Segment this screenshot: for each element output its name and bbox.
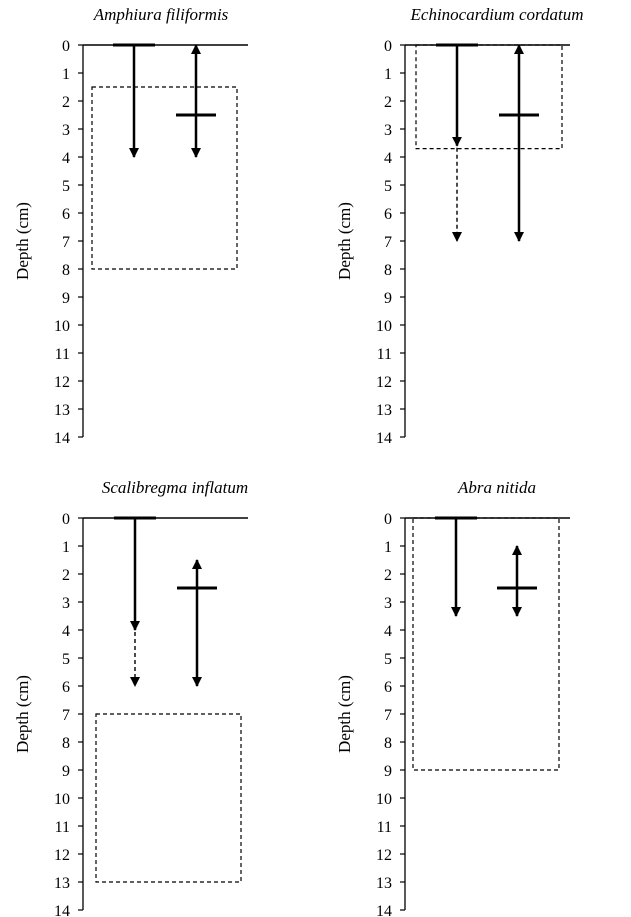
panel-title: Abra nitida <box>457 478 536 497</box>
panel-title: Echinocardium cordatum <box>410 5 584 24</box>
y-tick-label: 6 <box>384 679 392 696</box>
dashed-box <box>415 44 563 150</box>
y-tick-label: 10 <box>376 791 392 808</box>
y-tick-label: 2 <box>384 94 392 111</box>
y-tick-label: 13 <box>376 875 392 892</box>
y-axis-title: Depth (cm) <box>335 202 354 280</box>
y-tick-label: 4 <box>384 623 392 640</box>
y-tick-label: 9 <box>62 290 70 307</box>
y-tick-label: 9 <box>384 290 392 307</box>
y-tick-label: 3 <box>62 595 70 612</box>
y-tick-label: 11 <box>377 819 392 836</box>
y-tick-label: 2 <box>384 567 392 584</box>
y-tick-label: 3 <box>384 122 392 139</box>
y-tick-label: 9 <box>384 763 392 780</box>
y-tick-label: 6 <box>384 206 392 223</box>
y-tick-label: 5 <box>384 178 392 195</box>
y-tick-label: 12 <box>54 847 70 864</box>
y-tick-label: 4 <box>62 150 70 167</box>
y-tick-label: 11 <box>377 346 392 363</box>
y-tick-label: 10 <box>54 318 70 335</box>
y-axis-title: Depth (cm) <box>335 675 354 753</box>
y-tick-label: 4 <box>62 623 70 640</box>
y-tick-label: 10 <box>376 318 392 335</box>
y-tick-label: 2 <box>62 567 70 584</box>
y-tick-label: 5 <box>62 178 70 195</box>
y-tick-label: 6 <box>62 206 70 223</box>
y-tick-label: 1 <box>62 539 70 556</box>
y-tick-label: 7 <box>384 234 392 251</box>
y-tick-label: 14 <box>376 903 392 917</box>
dashed-box <box>412 517 560 771</box>
y-tick-label: 0 <box>384 511 392 528</box>
y-tick-label: 8 <box>62 262 70 279</box>
y-tick-label: 8 <box>62 735 70 752</box>
y-tick-label: 9 <box>62 763 70 780</box>
y-tick-label: 14 <box>376 430 392 447</box>
y-tick-label: 2 <box>62 94 70 111</box>
y-tick-label: 0 <box>62 511 70 528</box>
y-tick-label: 4 <box>384 150 392 167</box>
y-axis-title: Depth (cm) <box>13 675 32 753</box>
y-tick-label: 11 <box>55 819 70 836</box>
y-tick-label: 12 <box>54 374 70 391</box>
y-tick-label: 7 <box>62 707 70 724</box>
y-tick-label: 14 <box>54 430 70 447</box>
panel-title: Amphiura filiformis <box>93 5 229 24</box>
y-tick-label: 7 <box>62 234 70 251</box>
y-tick-label: 3 <box>62 122 70 139</box>
y-tick-label: 11 <box>55 346 70 363</box>
dashed-box <box>95 713 242 883</box>
y-axis-title: Depth (cm) <box>13 202 32 280</box>
y-tick-label: 1 <box>384 539 392 556</box>
y-tick-label: 5 <box>62 651 70 668</box>
y-tick-label: 13 <box>54 402 70 419</box>
y-tick-label: 1 <box>62 66 70 83</box>
y-tick-label: 7 <box>384 707 392 724</box>
y-tick-label: 14 <box>54 903 70 917</box>
y-tick-label: 10 <box>54 791 70 808</box>
y-tick-label: 8 <box>384 262 392 279</box>
y-tick-label: 0 <box>62 38 70 55</box>
y-tick-label: 8 <box>384 735 392 752</box>
panel-title: Scalibregma inflatum <box>102 478 248 497</box>
y-tick-label: 13 <box>54 875 70 892</box>
y-tick-label: 0 <box>384 38 392 55</box>
y-tick-label: 1 <box>384 66 392 83</box>
y-tick-label: 12 <box>376 847 392 864</box>
y-tick-label: 13 <box>376 402 392 419</box>
y-tick-label: 3 <box>384 595 392 612</box>
y-tick-label: 12 <box>376 374 392 391</box>
y-tick-label: 5 <box>384 651 392 668</box>
y-tick-label: 6 <box>62 679 70 696</box>
dashed-box <box>91 86 238 270</box>
